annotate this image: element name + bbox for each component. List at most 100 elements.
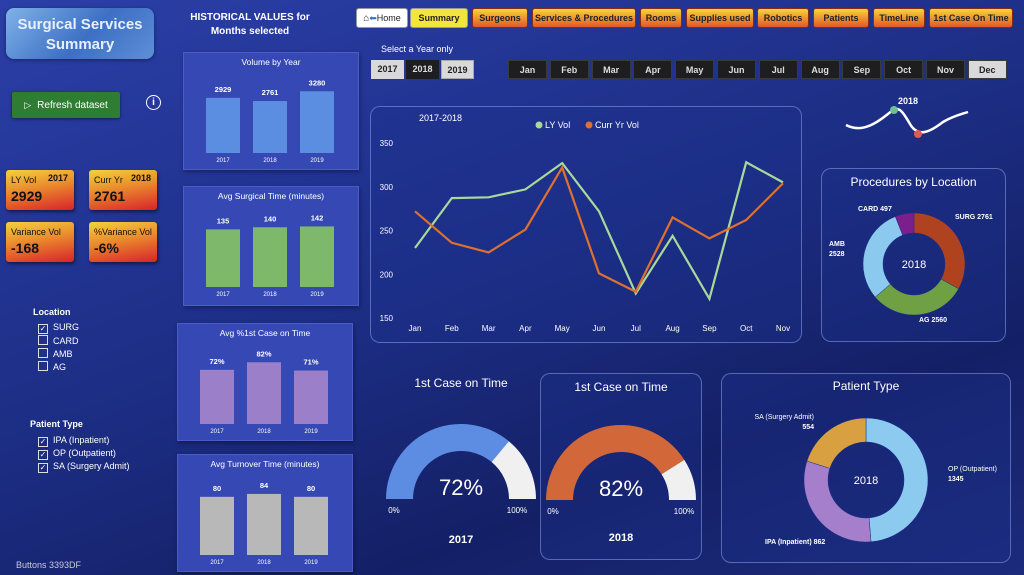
nav-services-button[interactable]: Services & Procedures	[532, 8, 636, 28]
kpi-label: LY Vol	[11, 175, 37, 185]
year-2018-button[interactable]: 2018	[406, 60, 439, 79]
app-logo: Surgical Services Summary	[6, 8, 154, 59]
x-tick-label: Sep	[702, 324, 717, 333]
nav-rooms-button[interactable]: Rooms	[640, 8, 682, 28]
slice-card	[895, 212, 915, 236]
patient-checkbox-sa[interactable]: ✓ SA (Surgery Admit)	[38, 461, 130, 473]
bar-data-label: 80	[307, 484, 315, 493]
refresh-label: Refresh dataset	[37, 100, 108, 111]
slice-label-sa-value: 554	[802, 424, 814, 431]
checkbox-icon	[38, 348, 48, 358]
gauge-min-label: 0%	[388, 506, 400, 515]
volume-line-chart-panel: 2017-2018 350 300 250 200 150 Jan Feb Mar Apr May J…	[370, 106, 802, 343]
x-tick-label: 2017	[210, 429, 224, 435]
y-tick-label: 150	[380, 314, 394, 323]
gauge-title: 1st Case on Time	[574, 380, 668, 394]
slice-label-amb: AMB	[829, 241, 845, 248]
slicer-start-handle[interactable]	[890, 106, 898, 114]
month-jun-button[interactable]: Jun	[717, 60, 756, 79]
kpi-year: 2017	[47, 173, 68, 183]
procedures-by-location-title: Procedures by Location	[850, 175, 977, 189]
year-2017-button[interactable]: 2017	[371, 60, 404, 79]
x-tick-label: 2017	[210, 560, 224, 566]
checkbox-icon: ✓	[38, 450, 48, 460]
legend-marker	[585, 121, 593, 129]
kpi-value: 2929	[11, 188, 43, 204]
x-tick-label: 2017	[216, 158, 230, 164]
chart-subtitle: 2017-2018	[419, 113, 462, 123]
patient-checkbox-op[interactable]: ✓ OP (Outpatient)	[38, 448, 116, 460]
checkbox-icon	[38, 361, 48, 371]
bar	[253, 227, 287, 287]
gauge-max-label: 100%	[507, 506, 527, 515]
location-checkbox-surg[interactable]: ✓ SURG	[38, 322, 79, 334]
nav-summary-button[interactable]: Summary	[410, 8, 468, 28]
checkbox-icon: ✓	[38, 324, 48, 334]
location-checkbox-amb[interactable]: AMB	[38, 348, 73, 359]
chart-title: Avg %1st Case on Time	[220, 328, 311, 338]
slice-label-amb-value: 2528	[829, 251, 845, 258]
month-apr-button[interactable]: Apr	[633, 60, 673, 79]
month-oct-button[interactable]: Oct	[884, 60, 924, 79]
nav-first-case-button[interactable]: 1st Case On Time	[929, 8, 1013, 28]
bar-data-label: 2929	[215, 85, 232, 94]
bar-data-label: 84	[260, 481, 269, 490]
kpi-value: -6%	[94, 240, 119, 256]
month-jul-button[interactable]: Jul	[758, 60, 798, 79]
checkbox-label: IPA (Inpatient)	[53, 435, 110, 445]
location-checkbox-card[interactable]: CARD	[38, 335, 79, 346]
nav-home-button[interactable]: ⌂⬅Home	[356, 8, 408, 28]
kpi-variance-vol: Variance Vol -168	[6, 222, 74, 262]
slice-label-op-value: 1345	[948, 476, 964, 483]
back-arrow-icon: ⬅	[369, 13, 377, 23]
checkbox-label: AG	[53, 362, 67, 372]
legend-label: Curr Yr Vol	[595, 120, 639, 130]
chart-title: Avg Surgical Time (minutes)	[218, 191, 324, 201]
checkbox-icon: ✓	[38, 437, 48, 447]
month-aug-button[interactable]: Aug	[800, 60, 840, 79]
gauge-min-label: 0%	[547, 507, 559, 516]
bar	[206, 97, 240, 153]
x-tick-label: Apr	[519, 324, 532, 333]
info-icon[interactable]: i	[146, 95, 161, 110]
bar	[253, 101, 287, 153]
gauge-2017: 72% 0% 100% 2017	[386, 424, 536, 546]
x-tick-label: 2019	[310, 292, 324, 298]
historical-line1: HISTORICAL VALUES for	[190, 12, 310, 23]
month-feb-button[interactable]: Feb	[549, 60, 589, 79]
month-sep-button[interactable]: Sep	[842, 60, 882, 79]
slicer-end-handle[interactable]	[914, 130, 922, 138]
month-may-button[interactable]: May	[675, 60, 715, 79]
month-jan-button[interactable]: Jan	[508, 60, 547, 79]
checkbox-icon	[38, 335, 48, 345]
x-tick-label: 2018	[263, 158, 277, 164]
location-checkbox-ag[interactable]: AG	[38, 361, 66, 372]
slice-ipa	[803, 460, 872, 543]
historical-heading: HISTORICAL VALUES for Months selected	[185, 11, 315, 39]
mini-bar-chart-svg: Avg Surgical Time (minutes) 135 2017 140 201…	[206, 191, 334, 298]
nav-timeline-button[interactable]: TimeLine	[873, 8, 925, 28]
slice-label-sa: SA (Surgery Admit)	[754, 414, 814, 421]
app-title-line2: Summary	[45, 36, 115, 53]
series-line-curr-yr-vol	[414, 164, 784, 294]
nav-patients-button[interactable]: Patients	[813, 8, 869, 28]
month-dec-button[interactable]: Dec	[967, 60, 1007, 79]
year-slicer[interactable]: 2018	[838, 92, 978, 148]
nav-home-label: Home	[376, 13, 401, 23]
x-tick-label: May	[555, 324, 570, 333]
kpi-label: Variance Vol	[11, 227, 61, 237]
refresh-dataset-button[interactable]: ▷ Refresh dataset	[12, 92, 120, 118]
procedures-by-location-donut: 2018 SURG 2761 AG 2560 AMB 2528 CARD 497	[829, 206, 993, 324]
x-tick-label: Nov	[776, 324, 790, 333]
month-nov-button[interactable]: Nov	[926, 60, 965, 79]
month-mar-button[interactable]: Mar	[591, 60, 631, 79]
slicer-year-label: 2018	[897, 96, 919, 106]
bar	[200, 369, 234, 424]
nav-surgeons-button[interactable]: Surgeons	[472, 8, 528, 28]
volume-by-year-chart: Volume by Year 2929 2017 2761 2018 3280 2019	[183, 52, 359, 170]
year-2019-button[interactable]: 2019	[441, 60, 474, 79]
nav-supplies-button[interactable]: Supplies used	[686, 8, 754, 28]
legend-label: LY Vol	[545, 120, 570, 130]
nav-robotics-button[interactable]: Robotics	[757, 8, 809, 28]
patient-checkbox-ipa[interactable]: ✓ IPA (Inpatient)	[38, 435, 109, 447]
